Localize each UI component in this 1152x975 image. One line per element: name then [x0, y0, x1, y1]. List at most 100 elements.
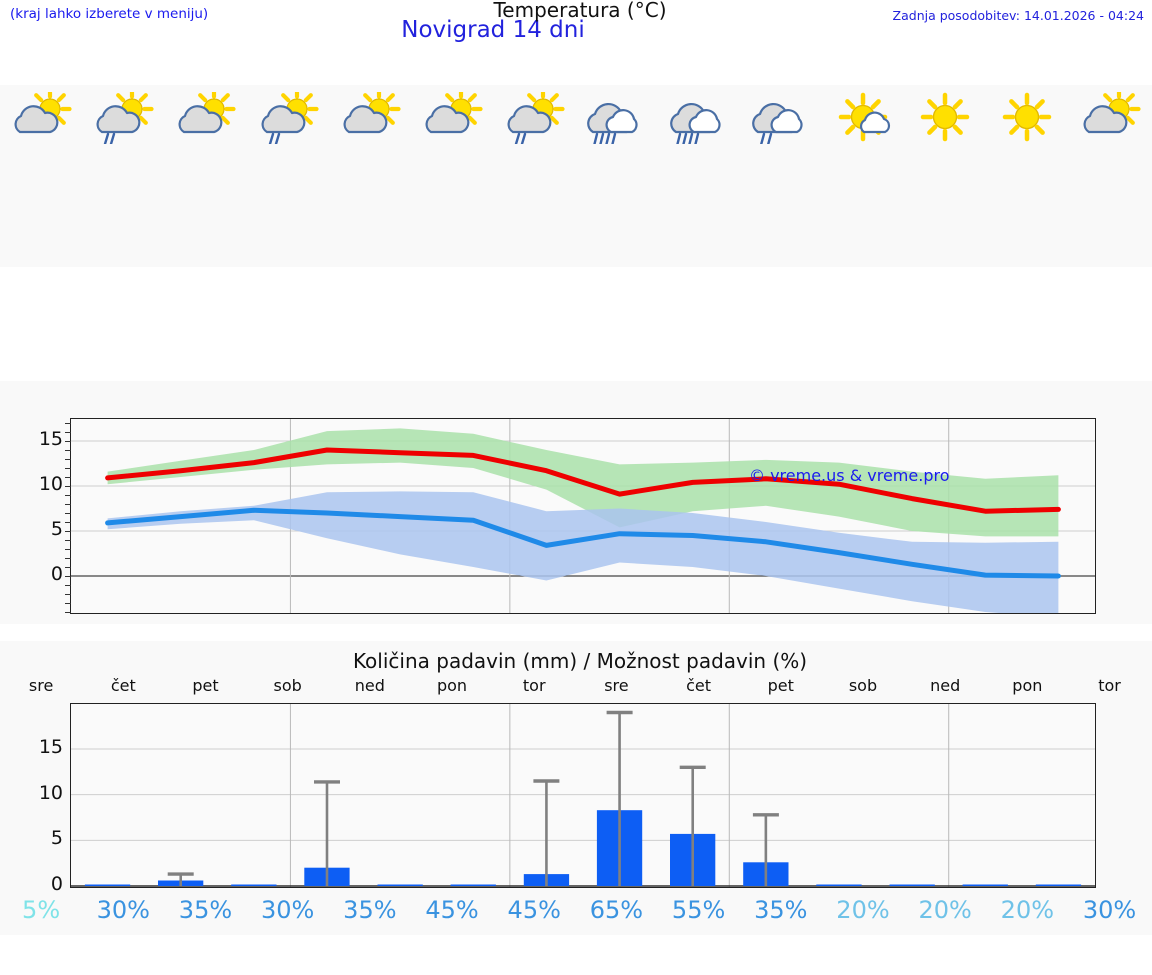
precipitation-day-label: ned	[354, 676, 385, 695]
precipitation-day-label: pon	[1012, 676, 1043, 695]
sun-icon	[910, 92, 980, 146]
precipitation-probability-label: 20%	[836, 896, 890, 924]
temperature-axis-tick	[65, 450, 71, 451]
temperature-axis-tick	[65, 486, 71, 487]
day-column[interactable]	[1068, 85, 1150, 267]
temperature-axis-tick	[65, 594, 71, 595]
temperature-axis-tick	[65, 504, 71, 505]
day-column[interactable]	[986, 85, 1068, 267]
day-column[interactable]	[904, 85, 986, 267]
temperature-y-tick-label: 0	[50, 563, 63, 585]
precipitation-day-label: sre	[28, 676, 54, 695]
temperature-chart-title: Temperatura (°C)	[493, 0, 667, 22]
temperature-axis-tick	[65, 558, 71, 559]
precipitation-probability-label: 5%	[22, 896, 61, 924]
day-column[interactable]	[0, 85, 82, 267]
temperature-axis-tick	[65, 585, 71, 586]
temperature-series-svg	[71, 419, 1095, 613]
precipitation-chart-title: Količina padavin (mm) / Možnost padavin …	[352, 649, 808, 673]
precipitation-day-label: tor	[1098, 676, 1121, 695]
day-column[interactable]	[493, 85, 575, 267]
day-column[interactable]	[329, 85, 411, 267]
day-column[interactable]	[411, 85, 493, 267]
sun-behind-small-cloud-icon	[828, 92, 898, 146]
precipitation-day-label: sob	[273, 676, 302, 695]
temperature-plot: 0 5 10 15	[39, 418, 1096, 614]
page-title: Novigrad 14 dni	[401, 17, 585, 43]
precipitation-probability-label: 20%	[1000, 896, 1055, 924]
temperature-axis-tick	[65, 540, 71, 541]
precipitation-probability-label: 45%	[425, 896, 479, 924]
sun-behind-cloud-icon	[6, 92, 76, 146]
precipitation-probability-label: 55%	[671, 896, 726, 924]
temperature-axis-tick	[65, 459, 71, 460]
sun-behind-cloud-icon	[170, 92, 240, 146]
page-header: (kraj lahko izberete v meniju) Novigrad …	[0, 0, 1152, 58]
temperature-axis-tick	[65, 441, 71, 442]
temperature-y-tick-label: 15	[38, 428, 63, 450]
temperature-y-tick-label: 10	[38, 473, 63, 495]
temperature-axis-tick	[65, 495, 71, 496]
temperature-axis-tick	[65, 522, 71, 523]
temperature-axis-tick	[65, 477, 71, 478]
precipitation-day-label: pet	[192, 676, 219, 695]
temperature-axis-tick	[65, 513, 71, 514]
temperature-axis-tick	[65, 432, 71, 433]
temperature-axis-tick	[65, 423, 71, 424]
temperature-axis-tick	[65, 549, 71, 550]
precipitation-probability-label: 30%	[1082, 896, 1137, 924]
precipitation-probability-label: 35%	[178, 896, 233, 924]
sun-behind-cloud-icon	[417, 92, 487, 146]
temperature-axis-tick	[65, 567, 71, 568]
precipitation-probability-label: 35%	[343, 896, 397, 924]
precipitation-day-label: pon	[436, 676, 468, 695]
last-update-text: Zadnja posodobitev: 14.01.2026 - 04:24	[892, 8, 1144, 23]
sun-behind-cloud-light-rain-icon	[253, 92, 323, 146]
precipitation-probability-label: 65%	[589, 896, 644, 924]
precipitation-y-tick-label: 5	[50, 827, 63, 850]
day-column[interactable]	[658, 85, 740, 267]
temperature-axis-tick	[65, 612, 71, 613]
sun-icon	[992, 92, 1062, 146]
daily-forecast-strip	[0, 85, 1152, 267]
precipitation-probability-label: 45%	[507, 896, 561, 924]
precipitation-day-label: tor	[522, 676, 546, 695]
precipitation-day-label: pet	[767, 676, 794, 695]
precipitation-y-tick-label: 15	[38, 736, 63, 758]
day-column[interactable]	[575, 85, 657, 267]
precipitation-probability-row: 5% 30% 35% 30% 35% 45% 45% 65% 55% 35% 20% 20% 20% 30…	[0, 896, 1152, 924]
menu-hint-text: (kraj lahko izberete v meniju)	[10, 6, 209, 22]
cloud-light-rain-icon	[746, 92, 816, 146]
cloud-rain-icon	[664, 92, 734, 146]
day-column[interactable]	[247, 85, 329, 267]
day-column[interactable]	[164, 85, 246, 267]
precipitation-day-labels: sre čet pet sob ned pon tor sre čet pet sob ned pon t…	[0, 676, 1152, 695]
sun-behind-cloud-light-rain-icon	[88, 92, 158, 146]
copyright-text: © vreme.us & vreme.pro	[749, 466, 950, 485]
cloud-rain-icon	[581, 92, 651, 146]
sun-behind-cloud-icon	[335, 92, 405, 146]
temperature-y-tick-label: 5	[50, 518, 63, 540]
day-column[interactable]	[740, 85, 822, 267]
day-column[interactable]	[82, 85, 164, 267]
precipitation-bars-svg	[71, 704, 1095, 887]
precipitation-y-tick-label: 10	[38, 781, 63, 804]
precipitation-plot: 0 5 10 15	[39, 703, 1096, 895]
precipitation-day-label: sob	[848, 676, 878, 695]
precipitation-day-label: čet	[686, 676, 712, 695]
precipitation-day-label: sre	[604, 676, 629, 695]
precipitation-probability-label: 35%	[754, 896, 808, 924]
temperature-axis-tick	[65, 576, 71, 577]
precipitation-probability-label: 20%	[918, 896, 972, 924]
temperature-axis-tick	[65, 531, 71, 532]
sun-behind-cloud-icon	[1075, 92, 1145, 146]
temperature-axis-tick	[65, 603, 71, 604]
precipitation-probability-label: 30%	[96, 896, 150, 924]
precipitation-y-tick-label: 0	[50, 873, 63, 895]
precipitation-probability-label: 30%	[260, 896, 315, 924]
precipitation-day-label: čet	[110, 676, 136, 695]
temperature-axis-tick	[65, 468, 71, 469]
day-column[interactable]	[822, 85, 904, 267]
precipitation-day-label: ned	[930, 676, 961, 695]
sun-behind-cloud-light-rain-icon	[499, 92, 569, 146]
